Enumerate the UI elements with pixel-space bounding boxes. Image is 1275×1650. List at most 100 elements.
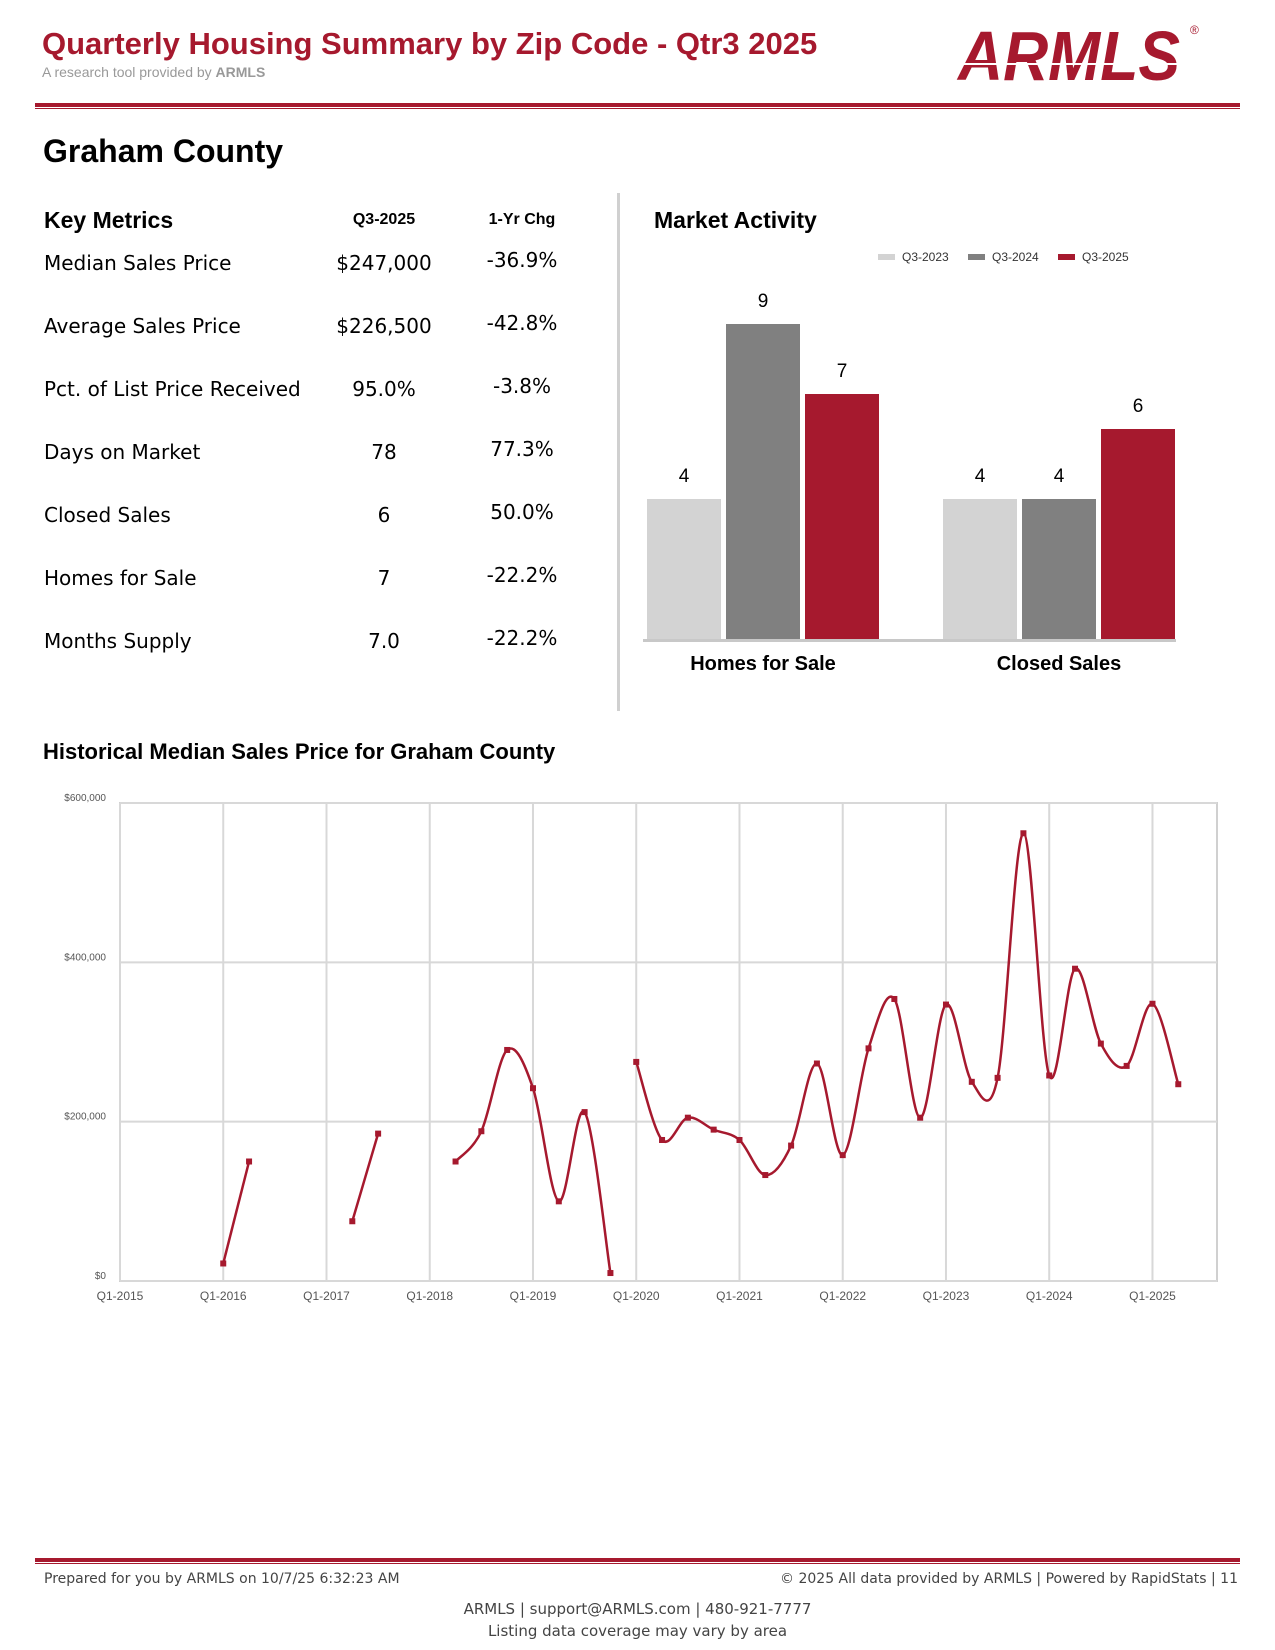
x-tick-label: Q1-2025 <box>1129 1289 1176 1303</box>
header-rule <box>35 103 1240 109</box>
data-point <box>1046 1072 1053 1079</box>
data-point <box>633 1058 640 1065</box>
data-point <box>1123 1062 1130 1069</box>
bar-value-label: 4 <box>1054 466 1065 487</box>
data-point <box>220 1260 227 1267</box>
metric-change: -22.2% <box>486 626 558 650</box>
metric-label: Median Sales Price <box>44 251 232 275</box>
x-tick-label: Q1-2017 <box>303 1289 350 1303</box>
category-label: Closed Sales <box>997 653 1122 675</box>
data-point <box>865 1045 872 1052</box>
y-tick-label: $400,000 <box>64 952 106 963</box>
bar-value-label: 7 <box>837 361 848 382</box>
data-point <box>994 1074 1001 1081</box>
x-tick-label: Q1-2024 <box>1026 1289 1073 1303</box>
x-tick-label: Q1-2015 <box>97 1289 144 1303</box>
x-tick-label: Q1-2016 <box>200 1289 247 1303</box>
bar <box>726 324 800 639</box>
metric-label: Months Supply <box>44 629 192 653</box>
bar-value-label: 6 <box>1133 396 1144 417</box>
data-point <box>529 1085 536 1092</box>
data-point <box>1072 965 1079 972</box>
market-activity-chart: Q3-2023 Q3-2024 Q3-2025 4 9 7 Homes for Sale 4 4… <box>643 250 1176 675</box>
data-point <box>710 1126 717 1133</box>
metric-label: Homes for Sale <box>44 566 197 590</box>
data-point <box>839 1152 846 1159</box>
bar-value-label: 4 <box>679 466 690 487</box>
data-point <box>891 995 898 1002</box>
metric-value: 78 <box>371 440 397 464</box>
metric-change: -36.9% <box>486 248 558 272</box>
prepared-note: Prepared for you by ARMLS on 10/7/25 6:3… <box>44 1571 400 1587</box>
market-activity-title: Market Activity <box>654 207 817 233</box>
data-point <box>942 1001 949 1008</box>
footer-rule <box>35 1558 1240 1564</box>
data-point <box>659 1136 666 1143</box>
x-axis-baseline <box>643 639 1176 642</box>
metric-value: 7 <box>377 566 391 590</box>
legend-swatch <box>968 254 985 260</box>
data-point <box>1097 1040 1104 1047</box>
metric-label: Pct. of List Price Received <box>44 377 301 401</box>
bar <box>1101 429 1175 639</box>
data-point <box>684 1114 691 1121</box>
one-year-change-header: 1-Yr Chg <box>488 211 556 228</box>
data-point <box>1020 830 1027 837</box>
metric-value: $226,500 <box>336 314 432 338</box>
metric-label: Days on Market <box>44 440 201 464</box>
y-tick-label: $600,000 <box>64 793 106 804</box>
section-divider <box>617 193 620 711</box>
copyright-note: © 2025 All data provided by ARMLS | Powe… <box>780 1571 1238 1587</box>
legend-swatch <box>878 254 895 260</box>
y-tick-label: $0 <box>95 1271 107 1282</box>
data-point <box>813 1060 820 1067</box>
category-label: Homes for Sale <box>690 653 836 675</box>
contact-line: ARMLS | support@ARMLS.com | 480-921-7777 <box>463 1600 812 1618</box>
metric-label: Closed Sales <box>44 503 171 527</box>
metric-change: 50.0% <box>490 500 554 524</box>
x-tick-label: Q1-2022 <box>819 1289 866 1303</box>
legend-label: Q3-2024 <box>992 250 1039 264</box>
bar-value-label: 9 <box>758 291 769 312</box>
data-point <box>788 1142 795 1149</box>
bar <box>647 499 721 639</box>
data-point <box>1175 1081 1182 1088</box>
legend-label: Q3-2023 <box>902 250 949 264</box>
data-point <box>1149 1000 1156 1007</box>
bar <box>805 394 879 639</box>
data-point <box>452 1158 459 1165</box>
x-tick-label: Q1-2020 <box>613 1289 660 1303</box>
coverage-note: Listing data coverage may vary by area <box>487 1622 788 1640</box>
bar <box>943 499 1017 639</box>
metric-value: $247,000 <box>336 251 432 275</box>
x-tick-label: Q1-2023 <box>923 1289 970 1303</box>
armls-logo: ARMLS ® <box>956 20 1199 90</box>
metric-change: -42.8% <box>486 311 558 335</box>
report-title: Quarterly Housing Summary by Zip Code - … <box>42 26 818 61</box>
logo-registered-mark: ® <box>1190 23 1199 37</box>
metric-value: 6 <box>377 503 391 527</box>
metric-change: -3.8% <box>492 374 552 398</box>
data-point <box>736 1136 743 1143</box>
data-point <box>581 1109 588 1116</box>
county-name: Graham County <box>43 133 284 169</box>
metric-change: 77.3% <box>490 437 554 461</box>
report-subtitle: A research tool provided by ARMLS <box>42 64 265 80</box>
x-tick-label: Q1-2019 <box>510 1289 557 1303</box>
data-point <box>917 1114 924 1121</box>
legend-label: Q3-2025 <box>1082 250 1129 264</box>
data-point <box>555 1198 562 1205</box>
data-point <box>246 1158 253 1165</box>
legend-swatch <box>1058 254 1075 260</box>
metric-value: 95.0% <box>352 377 416 401</box>
historical-median-price-chart: $0 $200,000 $400,000 $600,000 Q1-2015 Q1-2016… <box>64 793 1218 1303</box>
logo-text: ARMLS <box>956 20 1180 90</box>
data-point <box>504 1046 511 1053</box>
series-line <box>454 1047 612 1274</box>
data-point <box>762 1172 769 1179</box>
metric-label: Average Sales Price <box>44 314 241 338</box>
data-point <box>349 1218 356 1225</box>
x-tick-label: Q1-2021 <box>716 1289 763 1303</box>
series-line <box>222 1161 251 1264</box>
data-point <box>478 1128 485 1135</box>
